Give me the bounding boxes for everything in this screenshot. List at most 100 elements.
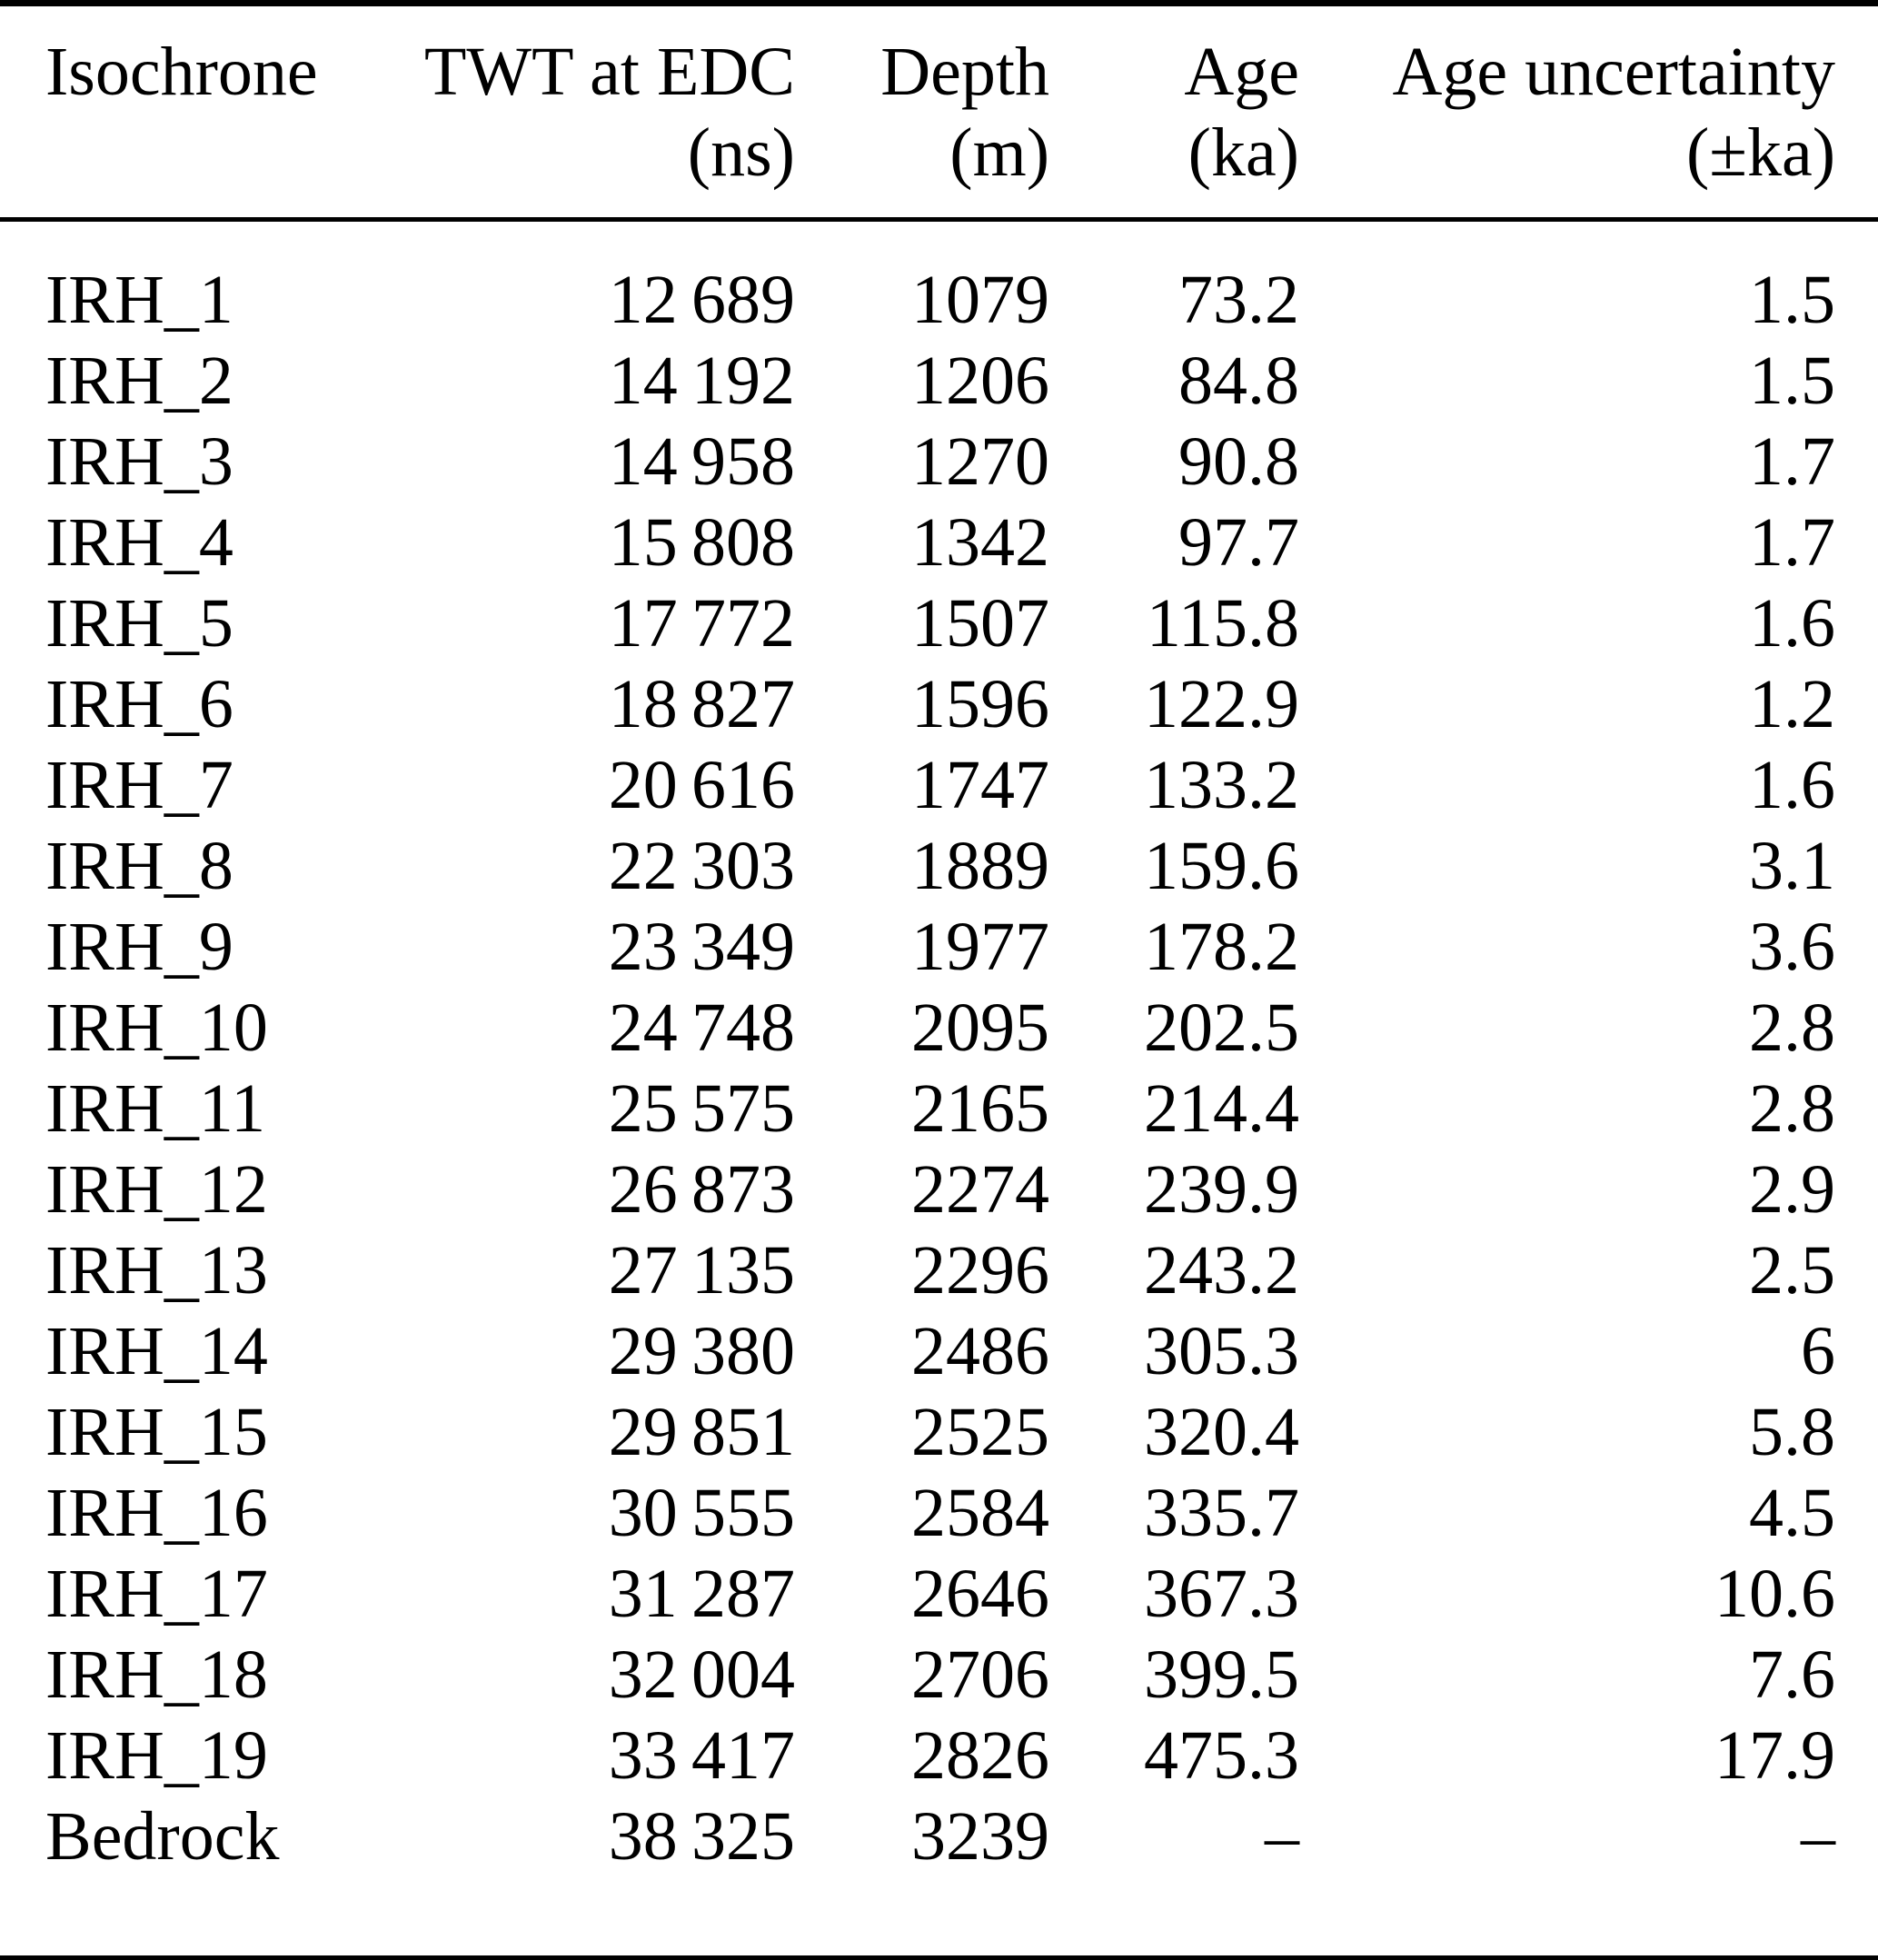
cell-depth-m: 1596 [911, 666, 1049, 742]
table-row: IRH_16 30 555 2584 335.7 4.5 [0, 1473, 1878, 1554]
cell-age-uncertainty-ka: 3.1 [1749, 828, 1835, 904]
table-row: IRH_7 20 616 1747 133.2 1.6 [0, 745, 1878, 826]
table-row: IRH_19 33 417 2826 475.3 17.9 [0, 1716, 1878, 1796]
cell-depth-m: 3239 [911, 1798, 1049, 1875]
cell-isochrone: IRH_12 [45, 1151, 268, 1228]
table-row: IRH_1 12 689 1079 73.2 1.5 [0, 220, 1878, 342]
cell-depth-m: 2584 [911, 1475, 1049, 1551]
cell-isochrone: IRH_3 [45, 423, 234, 500]
cell-age-uncertainty-ka: 1.6 [1749, 747, 1835, 823]
cell-twt-at-edc-ns: 12 689 [608, 262, 795, 338]
cell-age-uncertainty-ka: 10.6 [1714, 1556, 1835, 1632]
cell-depth-m: 1889 [911, 828, 1049, 904]
cell-age-uncertainty-ka: 1.5 [1749, 262, 1835, 338]
cell-age-ka: 178.2 [1144, 909, 1299, 985]
cell-isochrone: IRH_15 [45, 1394, 268, 1470]
cell-depth-m: 1079 [911, 262, 1049, 338]
cell-age-uncertainty-ka: 1.5 [1749, 343, 1835, 419]
table-body: IRH_1 12 689 1079 73.2 1.5 IRH_2 14 192 1206 84.… [0, 220, 1878, 1959]
cell-age-ka: 475.3 [1144, 1717, 1299, 1794]
cell-depth-m: 1747 [911, 747, 1049, 823]
cell-depth-m: 1270 [911, 423, 1049, 500]
col-header-depth: Depth [880, 34, 1049, 110]
col-unit-age-uncertainty: (±ka) [1299, 113, 1878, 222]
cell-twt-at-edc-ns: 14 192 [608, 343, 795, 419]
cell-age-uncertainty-ka: 1.6 [1749, 585, 1835, 662]
header-row-units: (ns) (m) (ka) (±ka) [0, 113, 1878, 222]
cell-twt-at-edc-ns: 17 772 [608, 585, 795, 662]
table-row: IRH_13 27 135 2296 243.2 2.5 [0, 1230, 1878, 1311]
table-row: IRH_2 14 192 1206 84.8 1.5 [0, 341, 1878, 422]
cell-twt-at-edc-ns: 15 808 [608, 504, 795, 581]
cell-isochrone: IRH_7 [45, 747, 234, 823]
table-row: IRH_9 23 349 1977 178.2 3.6 [0, 907, 1878, 988]
cell-isochrone: IRH_17 [45, 1556, 268, 1632]
cell-age-uncertainty-ka: 1.7 [1749, 504, 1835, 581]
cell-depth-m: 1342 [911, 504, 1049, 581]
cell-depth-m: 2296 [911, 1232, 1049, 1308]
col-unit-depth: (m) [795, 113, 1049, 222]
table-row: IRH_14 29 380 2486 305.3 6 [0, 1311, 1878, 1392]
col-header-twt-at-edc: TWT at EDC [423, 34, 795, 110]
col-header-age-uncertainty: Age uncertainty [1392, 34, 1835, 110]
cell-age-ka: 399.5 [1144, 1637, 1299, 1713]
table-row: IRH_8 22 303 1889 159.6 3.1 [0, 826, 1878, 907]
table-row: IRH_5 17 772 1507 115.8 1.6 [0, 583, 1878, 664]
cell-isochrone: IRH_6 [45, 666, 234, 742]
cell-age-ka: 90.8 [1178, 423, 1299, 500]
table-row: Bedrock 38 325 3239 – – [0, 1796, 1878, 1959]
cell-age-uncertainty-ka: 2.5 [1749, 1232, 1835, 1308]
cell-depth-m: 2646 [911, 1556, 1049, 1632]
cell-twt-at-edc-ns: 29 380 [608, 1313, 795, 1389]
cell-twt-at-edc-ns: 31 287 [608, 1556, 795, 1632]
cell-age-uncertainty-ka: 2.8 [1749, 1070, 1835, 1147]
table-row: IRH_3 14 958 1270 90.8 1.7 [0, 422, 1878, 502]
cell-isochrone: IRH_14 [45, 1313, 268, 1389]
cell-twt-at-edc-ns: 38 325 [608, 1798, 795, 1875]
table-row: IRH_4 15 808 1342 97.7 1.7 [0, 502, 1878, 583]
cell-age-ka: 367.3 [1144, 1556, 1299, 1632]
cell-isochrone: IRH_1 [45, 262, 234, 338]
cell-twt-at-edc-ns: 24 748 [608, 990, 795, 1066]
cell-age-uncertainty-ka: 1.7 [1749, 423, 1835, 500]
cell-isochrone: IRH_16 [45, 1475, 268, 1551]
cell-age-ka: 97.7 [1178, 504, 1299, 581]
cell-isochrone: IRH_19 [45, 1717, 268, 1794]
cell-twt-at-edc-ns: 18 827 [608, 666, 795, 742]
cell-depth-m: 2165 [911, 1070, 1049, 1147]
cell-depth-m: 1206 [911, 343, 1049, 419]
cell-twt-at-edc-ns: 30 555 [608, 1475, 795, 1551]
cell-depth-m: 2706 [911, 1637, 1049, 1713]
cell-depth-m: 2274 [911, 1151, 1049, 1228]
cell-age-ka: 305.3 [1144, 1313, 1299, 1389]
table-row: IRH_15 29 851 2525 320.4 5.8 [0, 1392, 1878, 1473]
cell-isochrone: IRH_4 [45, 504, 234, 581]
header-row-labels: Isochrone TWT at EDC Depth Age Age uncer… [0, 4, 1878, 114]
cell-age-ka: 133.2 [1144, 747, 1299, 823]
cell-isochrone: Bedrock [45, 1798, 280, 1875]
cell-twt-at-edc-ns: 14 958 [608, 423, 795, 500]
table-row: IRH_6 18 827 1596 122.9 1.2 [0, 664, 1878, 745]
table-row: IRH_12 26 873 2274 239.9 2.9 [0, 1149, 1878, 1230]
cell-isochrone: IRH_2 [45, 343, 234, 419]
col-unit-isochrone [0, 113, 382, 222]
cell-age-ka: 115.8 [1146, 585, 1299, 662]
cell-twt-at-edc-ns: 23 349 [608, 909, 795, 985]
cell-age-ka: 122.9 [1144, 666, 1299, 742]
cell-isochrone: IRH_9 [45, 909, 234, 985]
cell-age-uncertainty-ka: 1.2 [1749, 666, 1835, 742]
cell-isochrone: IRH_5 [45, 585, 234, 662]
cell-age-ka: 320.4 [1144, 1394, 1299, 1470]
cell-age-ka: 214.4 [1144, 1070, 1299, 1147]
cell-depth-m: 2486 [911, 1313, 1049, 1389]
cell-twt-at-edc-ns: 26 873 [608, 1151, 795, 1228]
cell-age-uncertainty-ka: 5.8 [1749, 1394, 1835, 1470]
cell-age-ka: 239.9 [1144, 1151, 1299, 1228]
table-row: IRH_10 24 748 2095 202.5 2.8 [0, 988, 1878, 1069]
cell-isochrone: IRH_10 [45, 990, 268, 1066]
cell-age-uncertainty-ka: 2.9 [1749, 1151, 1835, 1228]
cell-depth-m: 2826 [911, 1717, 1049, 1794]
col-unit-twt-at-edc: (ns) [382, 113, 795, 222]
cell-depth-m: 2095 [911, 990, 1049, 1066]
